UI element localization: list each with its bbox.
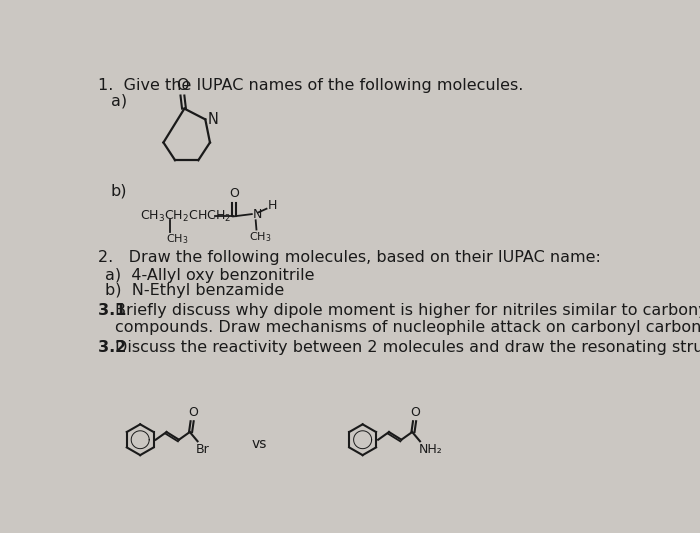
Text: N: N xyxy=(208,112,218,127)
Text: NH₂: NH₂ xyxy=(419,443,443,456)
Text: O: O xyxy=(176,78,188,93)
Text: 1.  Give the IUPAC names of the following molecules.: 1. Give the IUPAC names of the following… xyxy=(98,78,524,93)
Text: O: O xyxy=(229,187,239,200)
Text: 3.2: 3.2 xyxy=(98,340,132,354)
Text: b)  N-Ethyl benzamide: b) N-Ethyl benzamide xyxy=(104,284,284,298)
Text: CH$_3$: CH$_3$ xyxy=(249,230,272,244)
Text: a)  4-Allyl oxy benzonitrile: a) 4-Allyl oxy benzonitrile xyxy=(104,268,314,283)
Text: N: N xyxy=(253,208,262,221)
Text: 3.1: 3.1 xyxy=(98,303,132,318)
Text: a): a) xyxy=(111,93,127,108)
Text: Br: Br xyxy=(196,443,210,456)
Text: O: O xyxy=(188,406,198,419)
Text: Briefly discuss why dipole moment is higher for nitriles similar to carbonyl
com: Briefly discuss why dipole moment is hig… xyxy=(116,303,700,335)
Text: CH$_3$CH$_2$CHCH$_2$: CH$_3$CH$_2$CHCH$_2$ xyxy=(140,209,232,224)
Text: H: H xyxy=(267,199,276,212)
Text: vs: vs xyxy=(252,437,267,450)
Text: Discuss the reactivity between 2 molecules and draw the resonating structures.: Discuss the reactivity between 2 molecul… xyxy=(116,340,700,354)
Text: 2.   Draw the following molecules, based on their IUPAC name:: 2. Draw the following molecules, based o… xyxy=(98,251,601,265)
Text: b): b) xyxy=(111,183,127,198)
Text: CH$_3$: CH$_3$ xyxy=(166,232,188,246)
Text: O: O xyxy=(410,406,420,419)
